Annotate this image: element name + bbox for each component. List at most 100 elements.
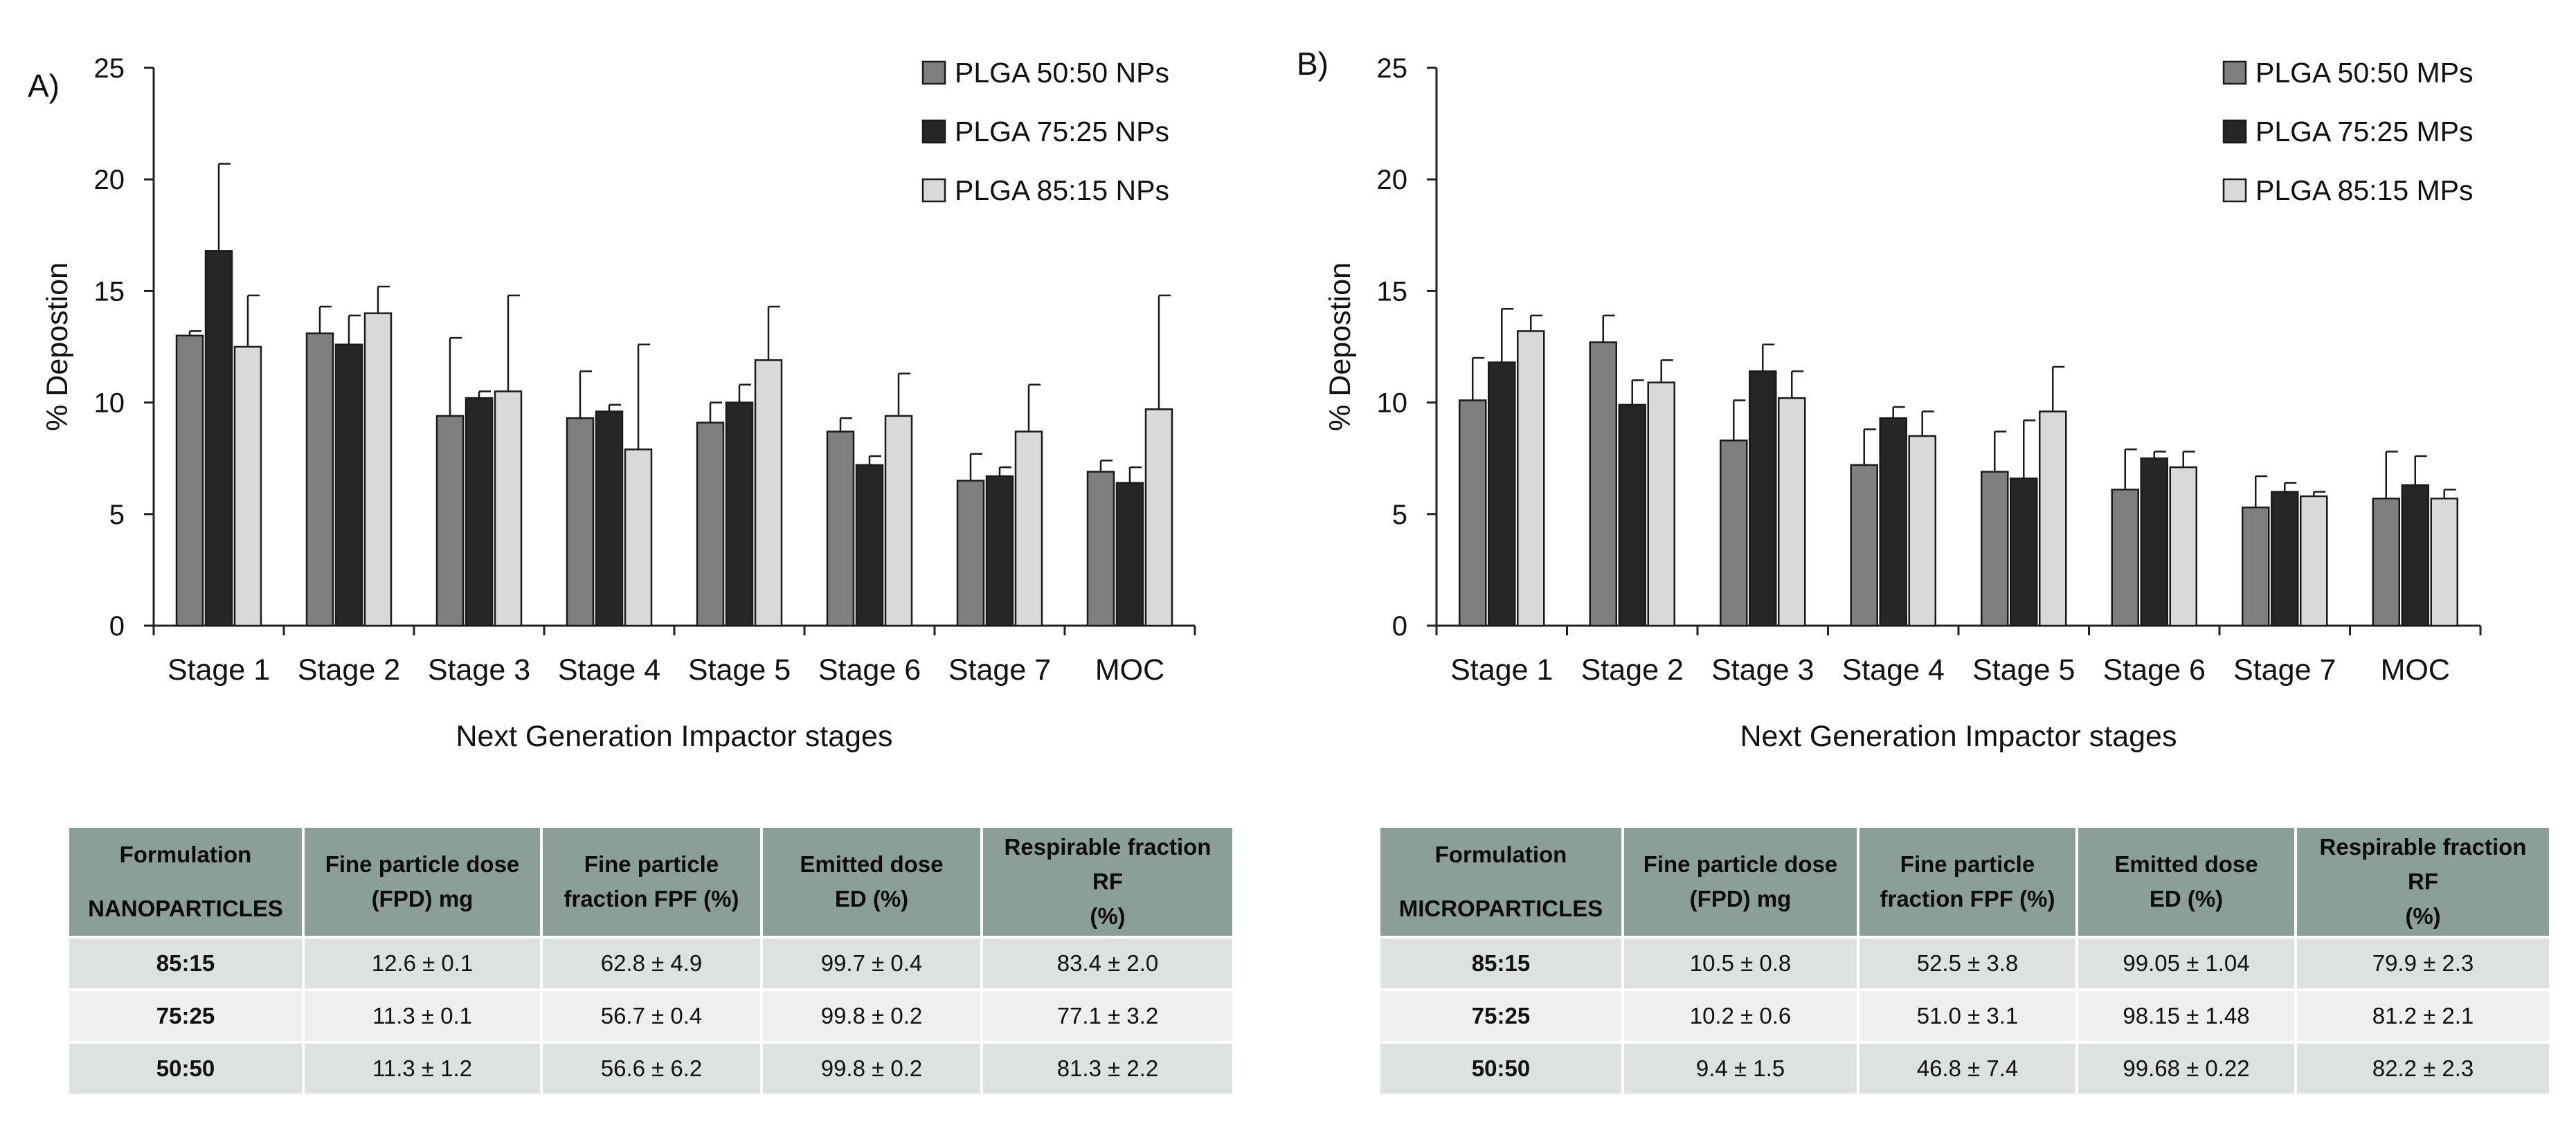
header-rf: Respirable fraction RF (%) (980, 825, 1235, 939)
x-tick-label: MOC (1095, 653, 1164, 687)
rf-cell: 82.2 ± 2.3 (2294, 1041, 2552, 1096)
bar (826, 430, 855, 627)
bar (1459, 399, 1487, 627)
legend-swatch (2222, 178, 2247, 203)
x-tick-label: Stage 3 (1711, 653, 1814, 687)
header-formulation-label: Formulation (1434, 842, 1567, 867)
formulation-cell: 50:50 (66, 1041, 305, 1096)
formulation-cell: 85:15 (1378, 936, 1624, 991)
bar (1778, 397, 1806, 627)
bar (725, 401, 754, 627)
bar (1144, 408, 1173, 627)
fpd-cell: 11.3 ± 1.2 (302, 1041, 543, 1096)
ed-cell: 99.05 ± 1.04 (2075, 936, 2297, 991)
bar (956, 480, 985, 627)
header-formulation: Formulation MICROPARTICLES (1378, 825, 1624, 939)
bar (754, 359, 783, 627)
chart-b-microparticles: 0 5 10 15 20 25 Stage 1 Stage 2 Stage 3 Stage 4 St… (1297, 46, 2482, 753)
y-tick-label: 25 (94, 53, 125, 84)
x-tick-label: Stage 6 (2103, 653, 2206, 687)
panel-label: B) (1297, 46, 1328, 82)
fpd-cell: 10.5 ± 0.8 (1621, 936, 1859, 991)
nanoparticles-table: Formulation NANOPARTICLES Fine particle … (66, 825, 1235, 1096)
x-tick-label: Stage 3 (428, 653, 530, 687)
bar (465, 397, 494, 627)
table-row: 75:25 11.3 ± 0.1 56.7 ± 0.4 99.8 ± 0.2 7… (66, 988, 1235, 1044)
header-fpf: Fine particle fraction FPF (%) (1857, 825, 2078, 939)
bar (2010, 477, 2038, 627)
bar (1908, 435, 1936, 627)
bar (1850, 464, 1878, 627)
header-fpf-line1: Fine particle (584, 851, 719, 877)
x-tick-label: Stage 2 (1581, 653, 1684, 687)
header-formulation: Formulation NANOPARTICLES (66, 825, 305, 939)
legend-swatch (921, 60, 946, 85)
fpd-cell: 12.6 ± 0.1 (302, 936, 543, 991)
y-tick-label: 25 (1377, 53, 1408, 84)
bar (2372, 497, 2400, 627)
bar (1589, 341, 1617, 627)
x-axis-title: Next Generation Impactor stages (456, 720, 893, 753)
bar (1517, 330, 1545, 627)
rf-cell: 79.9 ± 2.3 (2294, 936, 2552, 991)
bar (2140, 457, 2168, 627)
microparticles-table: Formulation MICROPARTICLES Fine particle… (1378, 825, 2552, 1096)
rf-cell: 81.3 ± 2.2 (980, 1041, 1235, 1096)
fpf-cell: 62.8 ± 4.9 (540, 936, 763, 991)
fpf-cell: 52.5 ± 3.8 (1857, 936, 2078, 991)
bar (624, 448, 653, 627)
legend-swatch (2222, 60, 2247, 85)
table-row: 50:50 11.3 ± 1.2 56.6 ± 6.2 99.8 ± 0.2 8… (66, 1041, 1235, 1096)
header-ed: Emitted dose ED (%) (760, 825, 983, 939)
x-tick-label: Stage 6 (818, 653, 921, 687)
bar (1014, 430, 1043, 627)
x-tick-label: Stage 5 (1972, 653, 2075, 687)
fpd-cell: 10.2 ± 0.6 (1621, 988, 1859, 1044)
fpf-cell: 56.6 ± 6.2 (540, 1041, 763, 1096)
legend-label: PLGA 75:25 MPs (2255, 116, 2474, 147)
header-rf-line2: (%) (2405, 903, 2441, 929)
bar (696, 422, 725, 627)
ed-cell: 99.8 ± 0.2 (760, 988, 983, 1044)
bar (363, 312, 393, 627)
legend-swatch (921, 178, 946, 203)
formulation-cell: 75:25 (66, 988, 305, 1044)
legend-label: PLGA 50:50 MPs (2255, 57, 2474, 89)
bar (435, 415, 465, 627)
header-rf: Respirable fraction RF (%) (2294, 825, 2552, 939)
header-fpf-line1: Fine particle (1900, 851, 2035, 877)
bar (1115, 482, 1144, 627)
y-axis-title: % Depostion (41, 262, 74, 431)
bar (1749, 370, 1777, 627)
x-axis-title: Next Generation Impactor stages (1740, 720, 2177, 753)
header-rf-line1: Respirable fraction RF (2319, 834, 2527, 894)
legend-swatch (921, 119, 946, 144)
y-tick-label: 20 (94, 165, 125, 195)
bar (175, 334, 204, 627)
header-fpd-line2: (FPD) mg (371, 886, 474, 912)
header-ed-line1: Emitted dose (800, 851, 944, 877)
bar (1720, 439, 1748, 627)
bar (2271, 491, 2299, 627)
y-tick-label: 10 (1377, 388, 1408, 419)
header-fpd: Fine particle dose (FPD) mg (1621, 825, 1859, 939)
table-row: 50:50 9.4 ± 1.5 46.8 ± 7.4 99.68 ± 0.22 … (1378, 1041, 2552, 1096)
fpf-cell: 51.0 ± 3.1 (1857, 988, 2078, 1044)
bar (985, 475, 1014, 627)
x-tick-label: Stage 4 (1842, 653, 1945, 687)
x-tick-label: Stage 2 (298, 653, 400, 687)
fpd-cell: 9.4 ± 1.5 (1621, 1041, 1859, 1096)
header-ed-line2: ED (%) (2149, 886, 2224, 912)
table-row: 85:15 10.5 ± 0.8 52.5 ± 3.8 99.05 ± 1.04… (1378, 936, 2552, 991)
y-tick-label: 5 (1392, 500, 1407, 530)
bar (204, 250, 233, 627)
y-axis-title: % Depostion (1324, 262, 1357, 431)
bar (305, 332, 334, 627)
x-tick-label: Stage 4 (558, 653, 660, 687)
x-tick-label: Stage 7 (2233, 653, 2336, 687)
bar (1488, 361, 1516, 627)
bar (233, 345, 262, 627)
header-fpf: Fine particle fraction FPF (%) (540, 825, 763, 939)
header-fpf-line2: fraction FPF (%) (564, 886, 739, 912)
bar (2169, 466, 2197, 627)
